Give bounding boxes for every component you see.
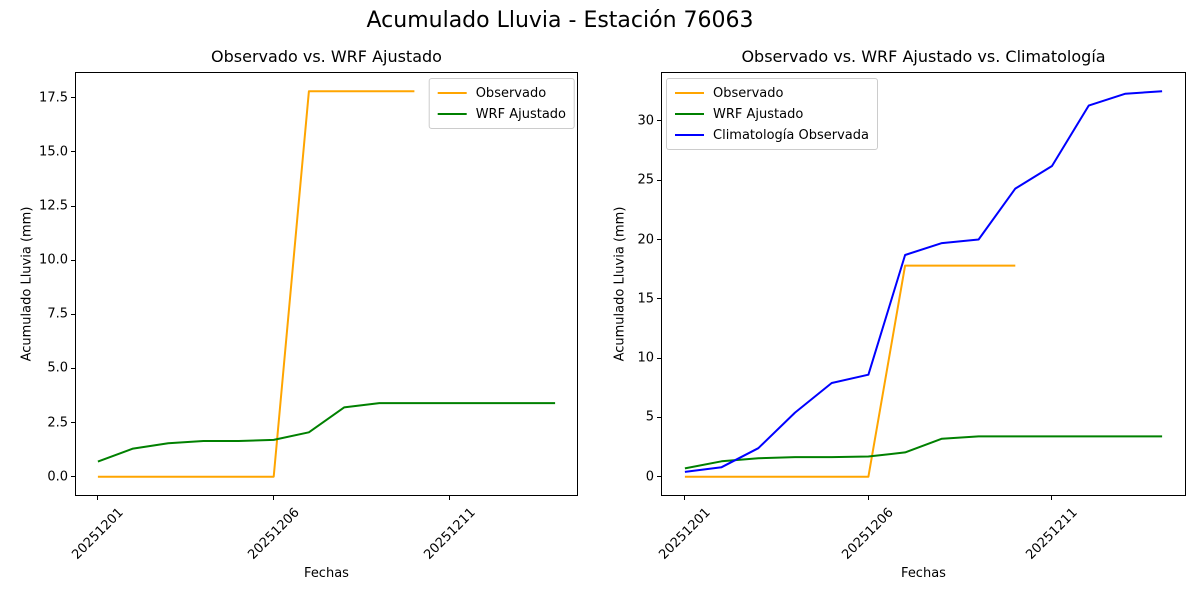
y-tick-label: 0.0	[47, 469, 68, 485]
y-tick-label: 2.5	[47, 415, 68, 431]
x-tick-mark	[449, 496, 451, 500]
x-tick-mark	[684, 496, 686, 500]
x-tick-label: 20251201	[656, 505, 714, 563]
right-plot-area	[661, 72, 1186, 496]
y-tick-mark	[71, 367, 75, 369]
y-tick-mark	[71, 422, 75, 424]
y-tick-label: 5	[645, 409, 654, 425]
legend-label: Observado	[475, 85, 547, 101]
legend-item-climatologia-observada: Climatología Observada	[675, 126, 869, 144]
legend-item-observado: Observado	[437, 84, 566, 102]
figure-title: Acumulado Lluvia - Estación 76063	[366, 8, 754, 33]
legend-item-wrf-ajustado: WRF Ajustado	[437, 105, 566, 123]
series-line-observado	[97, 90, 415, 478]
series-line-observado	[684, 264, 1016, 478]
y-tick-label: 10	[637, 350, 654, 366]
series-line-wrf-ajustado	[684, 435, 1163, 470]
y-tick-label: 10.0	[39, 252, 68, 268]
series-line-wrf-ajustado	[97, 402, 556, 463]
y-tick-mark	[71, 151, 75, 153]
y-tick-mark	[657, 239, 661, 241]
legend-label: WRF Ajustado	[475, 106, 566, 122]
x-tick-mark	[273, 496, 275, 500]
y-tick-label: 5.0	[47, 360, 68, 376]
x-tick-label: 20251206	[245, 505, 303, 563]
axes-frame	[661, 72, 1186, 496]
series-line-climatologia-observada	[684, 90, 1163, 473]
legend-label: Observado	[713, 85, 784, 101]
legend-line-sample	[437, 92, 467, 94]
x-tick-label: 20251206	[839, 505, 898, 563]
y-tick-mark	[657, 298, 661, 300]
legend-line-sample	[675, 92, 704, 94]
y-tick-mark	[657, 476, 661, 478]
legend-line-sample	[437, 113, 467, 115]
y-tick-mark	[71, 476, 75, 478]
y-tick-label: 17.5	[39, 90, 68, 106]
right-subplot-title: Observado vs. WRF Ajustado vs. Climatolo…	[741, 47, 1106, 66]
right-y-axis-label: Acumulado Lluvia (mm)	[612, 206, 628, 362]
y-tick-label: 7.5	[47, 306, 68, 322]
y-tick-mark	[657, 120, 661, 122]
y-tick-mark	[657, 357, 661, 359]
y-tick-mark	[657, 179, 661, 181]
legend-item-observado: Observado	[675, 84, 869, 102]
y-tick-label: 20	[637, 232, 654, 248]
legend-line-sample	[675, 134, 704, 136]
y-tick-mark	[71, 259, 75, 261]
y-tick-label: 15	[637, 291, 654, 307]
right-x-axis-label: Fechas	[901, 566, 946, 581]
x-tick-label: 20251201	[69, 505, 127, 563]
y-tick-label: 12.5	[39, 198, 68, 214]
right-legend: Observado WRF Ajustado Climatología Observ…	[666, 78, 878, 150]
y-tick-mark	[71, 313, 75, 315]
legend-label: Climatología Observada	[713, 127, 869, 143]
y-tick-label: 0	[645, 469, 654, 485]
left-x-axis-label: Fechas	[304, 566, 349, 581]
y-tick-mark	[657, 416, 661, 418]
axes-frame	[75, 72, 578, 496]
legend-item-wrf-ajustado: WRF Ajustado	[675, 105, 869, 123]
left-subplot-title: Observado vs. WRF Ajustado	[211, 47, 442, 66]
x-tick-mark	[867, 496, 869, 500]
legend-line-sample	[675, 113, 704, 115]
x-tick-label: 20251211	[420, 505, 479, 563]
y-tick-mark	[71, 97, 75, 99]
x-tick-mark	[97, 496, 99, 500]
y-tick-label: 25	[637, 172, 654, 188]
y-tick-label: 30	[637, 113, 654, 129]
y-tick-mark	[71, 205, 75, 207]
left-plot-area	[75, 72, 578, 496]
y-tick-label: 15.0	[39, 144, 68, 160]
legend-label: WRF Ajustado	[713, 106, 804, 122]
x-tick-mark	[1051, 496, 1053, 500]
left-legend: Observado WRF Ajustado	[428, 78, 575, 129]
x-tick-label: 20251211	[1023, 505, 1081, 563]
left-y-axis-label: Acumulado Lluvia (mm)	[19, 206, 35, 362]
